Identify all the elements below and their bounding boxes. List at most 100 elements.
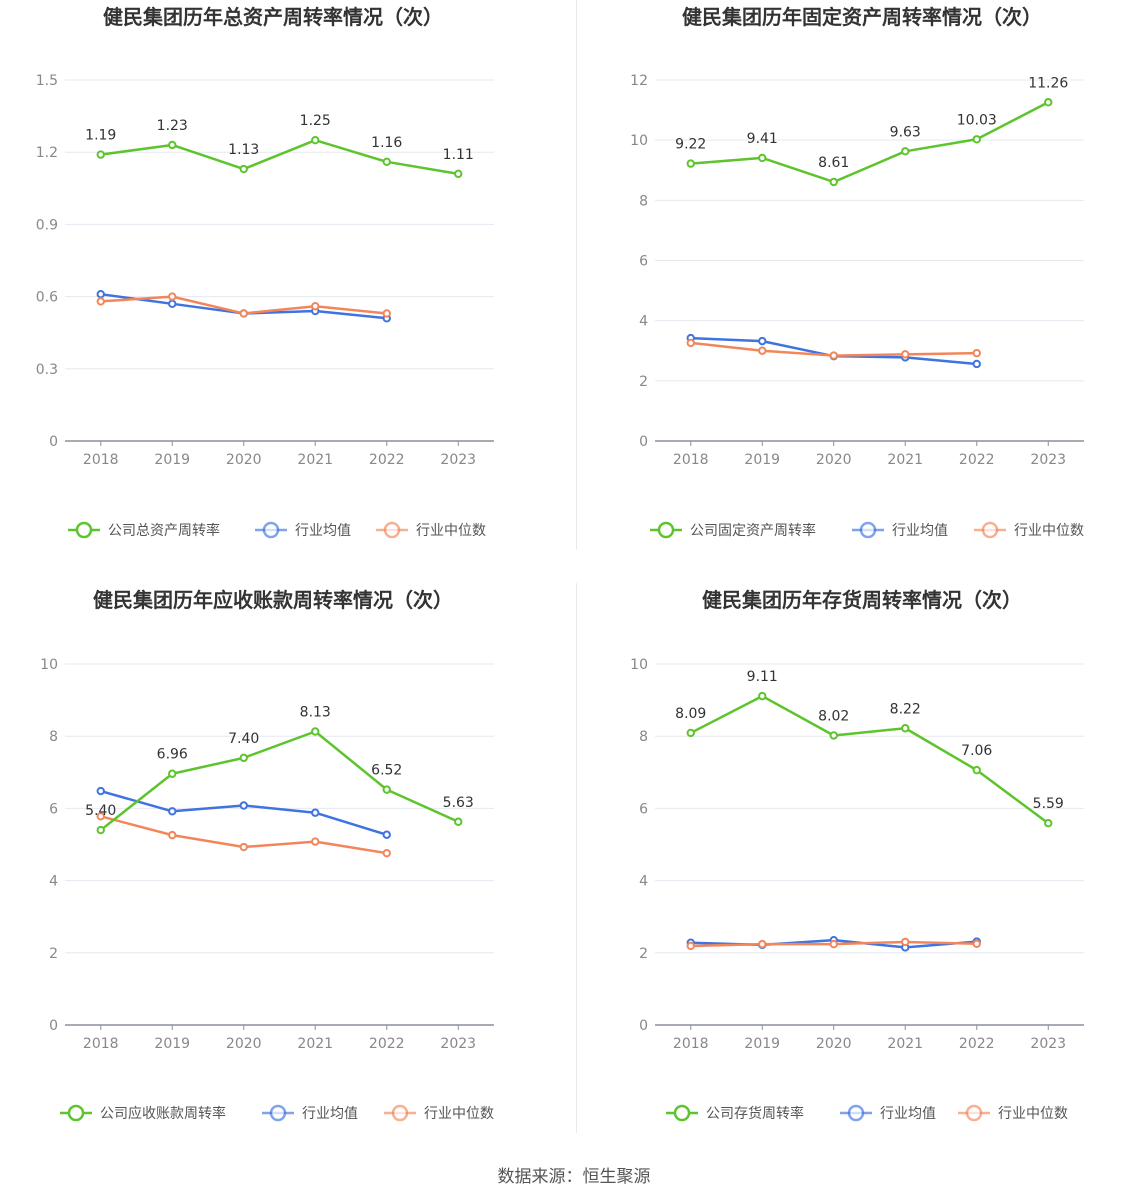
data-label: 1.25 bbox=[300, 113, 331, 129]
chart-receivable-turnover: 健民集团历年应收账款周转率情况（次） 0 2 4 6 8 10 2018 2019 2020 202… bbox=[40, 588, 494, 1122]
legend-marker bbox=[269, 1104, 287, 1122]
legend-label: 公司存货周转率 bbox=[706, 1105, 804, 1122]
data-point-company bbox=[686, 159, 695, 168]
legend-marker bbox=[981, 521, 999, 539]
data-point-industry-median bbox=[901, 937, 910, 947]
data-point-industry-median bbox=[972, 348, 981, 358]
data-label: 8.02 bbox=[818, 708, 849, 724]
data-label: 8.22 bbox=[890, 701, 921, 717]
legend-industry-median[interactable]: 行业中位数 bbox=[384, 1104, 494, 1122]
y-tick-label: 4 bbox=[639, 874, 648, 890]
y-tick-label: 8 bbox=[49, 729, 58, 745]
data-label: 7.40 bbox=[228, 731, 259, 747]
data-point-company bbox=[972, 135, 981, 144]
x-tick-label: 2020 bbox=[816, 1036, 852, 1052]
y-tick-label: 6 bbox=[49, 801, 58, 817]
y-tick-label: 0 bbox=[639, 434, 648, 450]
chart-panel-fixed-asset-turnover: 健民集团历年固定资产周转率情况（次） 0 2 4 6 8 10 12 2018 2019 2020 2… bbox=[574, 0, 1148, 583]
legend-marker bbox=[391, 1104, 409, 1122]
legend-marker bbox=[673, 1104, 691, 1122]
data-label: 10.03 bbox=[957, 112, 997, 128]
legend-company[interactable]: 公司应收账款周转率 bbox=[60, 1104, 226, 1122]
legend-marker bbox=[67, 1104, 85, 1122]
legend-company[interactable]: 公司存货周转率 bbox=[666, 1104, 804, 1122]
legend-industry-average[interactable]: 行业均值 bbox=[262, 1104, 358, 1122]
legend-label: 公司固定资产周转率 bbox=[690, 522, 816, 539]
data-point-industry-average bbox=[758, 336, 767, 346]
y-tick-label: 1.2 bbox=[36, 145, 58, 161]
data-label: 9.41 bbox=[747, 131, 778, 147]
y-tick-label: 10 bbox=[40, 657, 58, 673]
legend-label: 行业中位数 bbox=[416, 523, 486, 539]
legend-company[interactable]: 公司固定资产周转率 bbox=[650, 521, 816, 539]
y-tick-label: 1.5 bbox=[36, 73, 58, 89]
legend-label: 行业均值 bbox=[295, 523, 351, 539]
x-tick-label: 2019 bbox=[744, 1036, 780, 1052]
x-tick-label: 2023 bbox=[440, 1036, 476, 1052]
data-point-industry-median bbox=[758, 939, 767, 949]
x-tick-label: 2021 bbox=[297, 452, 333, 468]
data-label: 5.63 bbox=[443, 795, 474, 811]
x-tick-label: 2023 bbox=[1030, 452, 1066, 468]
x-tick-label: 2022 bbox=[959, 1036, 995, 1052]
y-tick-label: 4 bbox=[49, 874, 58, 890]
legend-label: 行业均值 bbox=[892, 523, 948, 539]
y-tick-label: 4 bbox=[639, 314, 648, 330]
data-point-company bbox=[972, 765, 981, 775]
data-label: 1.19 bbox=[85, 128, 116, 144]
data-point-industry-median bbox=[829, 351, 838, 360]
legend-industry-median[interactable]: 行业中位数 bbox=[376, 521, 486, 539]
legend-industry-median[interactable]: 行业中位数 bbox=[974, 521, 1084, 539]
data-point-industry-average bbox=[382, 830, 391, 839]
legend-industry-median[interactable]: 行业中位数 bbox=[958, 1104, 1068, 1122]
series-line-company bbox=[99, 730, 459, 832]
y-tick-label: 2 bbox=[49, 946, 58, 962]
data-label: 5.40 bbox=[85, 803, 116, 819]
legend-label: 行业中位数 bbox=[998, 1106, 1068, 1122]
legend-marker bbox=[75, 521, 93, 539]
data-point-company bbox=[96, 150, 105, 159]
data-point-industry-median bbox=[168, 830, 177, 840]
y-tick-label: 6 bbox=[639, 801, 648, 817]
series-line-company bbox=[690, 101, 1049, 184]
legend-label: 行业中位数 bbox=[1014, 523, 1084, 539]
chart-panel-total-asset-turnover: 健民集团历年总资产周转率情况（次） 0 0.3 0.6 0.9 1.2 1.5 2018 201… bbox=[0, 0, 574, 583]
data-point-company bbox=[382, 785, 391, 794]
data-point-company bbox=[382, 157, 391, 167]
panel-divider-bottom bbox=[576, 583, 577, 1133]
y-tick-label: 8 bbox=[639, 729, 648, 745]
data-label: 7.06 bbox=[961, 743, 992, 759]
data-point-industry-median bbox=[829, 939, 838, 949]
y-tick-label: 0.9 bbox=[36, 217, 58, 233]
x-tick-label: 2023 bbox=[440, 452, 476, 468]
legend-label: 公司总资产周转率 bbox=[108, 522, 220, 539]
legend-marker bbox=[383, 521, 401, 539]
chart-panel-receivable-turnover: 健民集团历年应收账款周转率情况（次） 0 2 4 6 8 10 2018 2019 2020 202… bbox=[0, 583, 574, 1166]
data-point-industry-average bbox=[239, 801, 248, 810]
x-tick-label: 2020 bbox=[226, 1036, 262, 1052]
data-point-industry-average bbox=[168, 299, 177, 309]
data-point-company bbox=[168, 140, 177, 150]
data-point-company bbox=[829, 731, 838, 740]
legend-company[interactable]: 公司总资产周转率 bbox=[68, 521, 220, 539]
x-tick-label: 2022 bbox=[369, 452, 405, 468]
legend-industry-average[interactable]: 行业均值 bbox=[255, 521, 351, 539]
x-tick-label: 2018 bbox=[673, 452, 709, 468]
data-point-company bbox=[239, 753, 248, 763]
x-tick-label: 2018 bbox=[83, 452, 119, 468]
data-point-industry-median bbox=[972, 939, 981, 948]
legend-industry-average[interactable]: 行业均值 bbox=[840, 1104, 936, 1122]
data-label: 8.13 bbox=[300, 705, 331, 721]
data-point-industry-median bbox=[239, 842, 248, 852]
data-point-industry-median bbox=[382, 848, 391, 858]
data-point-industry-median bbox=[686, 941, 695, 951]
legend-industry-average[interactable]: 行业均值 bbox=[852, 521, 948, 539]
x-tick-label: 2020 bbox=[226, 452, 262, 468]
data-point-industry-median bbox=[311, 302, 320, 311]
x-tick-label: 2020 bbox=[816, 452, 852, 468]
x-tick-label: 2021 bbox=[297, 1036, 333, 1052]
panel-divider-top bbox=[576, 0, 577, 550]
data-point-industry-average bbox=[96, 289, 105, 299]
x-tick-label: 2019 bbox=[744, 452, 780, 468]
data-label: 5.59 bbox=[1033, 796, 1064, 812]
